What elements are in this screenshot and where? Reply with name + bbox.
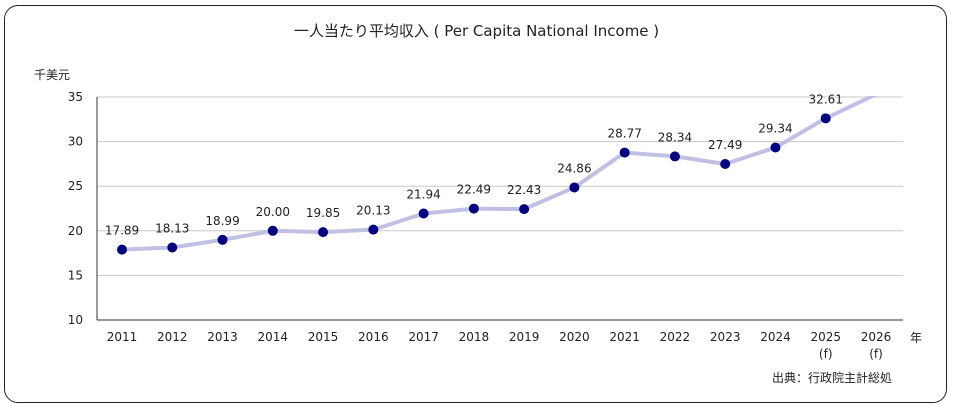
y-axis-unit: 千美元 — [34, 68, 71, 82]
x-tick-label: 2019 — [509, 330, 540, 344]
chart-frame — [4, 5, 947, 403]
x-tick-label: (f) — [819, 347, 833, 361]
x-tick-label: 2016 — [358, 330, 389, 344]
x-tick-label: 2011 — [107, 330, 138, 344]
x-tick-label: 2018 — [459, 330, 490, 344]
y-tick-label: 20 — [68, 224, 83, 238]
data-point — [820, 113, 831, 124]
x-tick-label: 2026 — [861, 330, 892, 344]
x-tick-label: 2014 — [258, 330, 289, 344]
x-tick-label: 2020 — [559, 330, 590, 344]
y-tick-label: 25 — [68, 179, 83, 193]
x-tick-label: 2012 — [157, 330, 188, 344]
data-label: 22.43 — [507, 183, 541, 197]
data-label: 27.49 — [708, 138, 742, 152]
data-point — [669, 151, 680, 162]
data-label: 18.13 — [155, 221, 189, 235]
data-point — [468, 203, 479, 214]
x-tick-label: (f) — [869, 347, 883, 361]
x-tick-label: 2015 — [308, 330, 339, 344]
data-point — [770, 142, 781, 153]
data-label: 17.89 — [105, 224, 139, 238]
data-label: 28.34 — [658, 130, 692, 144]
x-tick-label: 2013 — [207, 330, 238, 344]
data-label: 21.94 — [406, 187, 440, 201]
x-tick-label: 2024 — [760, 330, 791, 344]
data-label: 32.61 — [809, 92, 843, 106]
x-tick-label: 2021 — [609, 330, 640, 344]
data-point — [318, 227, 329, 238]
data-point — [267, 225, 278, 236]
y-tick-label: 35 — [68, 90, 83, 104]
series-line — [121, 96, 877, 252]
x-axis-unit: 年 — [910, 331, 923, 345]
chart-title: 一人当たり平均収入 ( Per Capita National Income ) — [293, 22, 660, 40]
y-tick-label: 15 — [68, 268, 83, 282]
x-tick-label: 2017 — [408, 330, 439, 344]
data-point — [167, 242, 178, 253]
data-label: 20.13 — [356, 204, 390, 218]
data-point — [418, 208, 429, 219]
data-label: 19.85 — [306, 206, 340, 220]
data-point — [569, 182, 580, 193]
y-tick-label: 10 — [68, 313, 83, 327]
x-tick-label: 2023 — [710, 330, 741, 344]
x-tick-label: 2025 — [810, 330, 841, 344]
data-point — [619, 147, 630, 158]
data-label: 24.86 — [557, 161, 591, 175]
data-label: 18.99 — [205, 214, 239, 228]
data-point — [519, 204, 530, 215]
data-label: 20.00 — [256, 205, 290, 219]
x-tick-label: 2022 — [660, 330, 691, 344]
data-point — [117, 244, 127, 255]
data-label: 28.77 — [607, 127, 641, 141]
data-label: 22.49 — [457, 183, 491, 197]
data-label: 29.34 — [758, 121, 792, 135]
data-point — [368, 224, 379, 235]
y-tick-label: 30 — [68, 135, 83, 149]
data-point — [720, 158, 731, 169]
source-note: 出典：行政院主計総処 — [772, 371, 893, 385]
data-point — [217, 234, 228, 245]
